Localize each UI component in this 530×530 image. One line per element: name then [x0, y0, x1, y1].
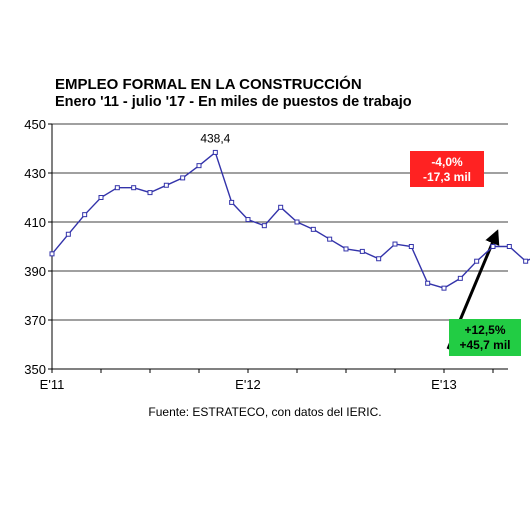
x-tick-label: E'13: [431, 377, 457, 392]
data-point: [245, 217, 251, 223]
data-point: [147, 190, 153, 196]
data-point: [163, 182, 169, 188]
annotation-line2: -17,3 mil: [423, 170, 471, 184]
data-point: [376, 256, 382, 262]
y-tick-label: 430: [24, 166, 46, 181]
data-point: [408, 244, 414, 249]
data-point: [506, 244, 512, 249]
data-point: [49, 251, 55, 257]
data-point: [327, 236, 333, 242]
data-point: [98, 195, 104, 200]
y-tick-label: 370: [24, 313, 46, 328]
annotation-line2: +45,7 mil: [459, 338, 510, 352]
data-point: [310, 226, 316, 232]
data-point: [261, 223, 267, 229]
annotation-line1: +12,5%: [464, 323, 505, 337]
data-point: [359, 248, 365, 254]
series-line: [51, 151, 530, 289]
data-point: [131, 185, 137, 191]
data-point: [196, 163, 202, 169]
data-point: [343, 246, 349, 252]
data-point: [441, 285, 447, 291]
data-point: [457, 275, 463, 281]
chart-subtitle: Enero '11 - julio '17 - En miles de pues…: [55, 94, 412, 110]
data-point: [523, 258, 529, 264]
y-tick-label: 350: [24, 362, 46, 377]
data-point: [114, 185, 120, 191]
data-point: [392, 241, 398, 247]
data-point: [229, 199, 235, 205]
data-point: [82, 212, 88, 218]
annotation-box: [449, 319, 521, 356]
chart-title: EMPLEO FORMAL EN LA CONSTRUCCIÓN: [55, 76, 362, 93]
annotation-box: [410, 151, 484, 187]
data-point: [490, 244, 496, 249]
data-point: [212, 149, 218, 155]
data-point: [425, 280, 431, 286]
data-point: [294, 219, 300, 225]
data-point: [180, 175, 186, 181]
annotation-line1: -4,0%: [431, 155, 463, 169]
data-point: [278, 204, 284, 210]
data-point: [474, 258, 480, 264]
y-tick-label: 450: [24, 117, 46, 132]
source-note: Fuente: ESTRATECO, con datos del IERIC.: [148, 405, 382, 419]
y-tick-label: 410: [24, 215, 46, 230]
point-label: 438,4: [200, 131, 230, 145]
y-tick-label: 390: [24, 264, 46, 279]
x-tick-label: E'12: [235, 377, 261, 392]
data-point: [65, 231, 71, 237]
x-tick-label: E'11: [40, 377, 65, 392]
